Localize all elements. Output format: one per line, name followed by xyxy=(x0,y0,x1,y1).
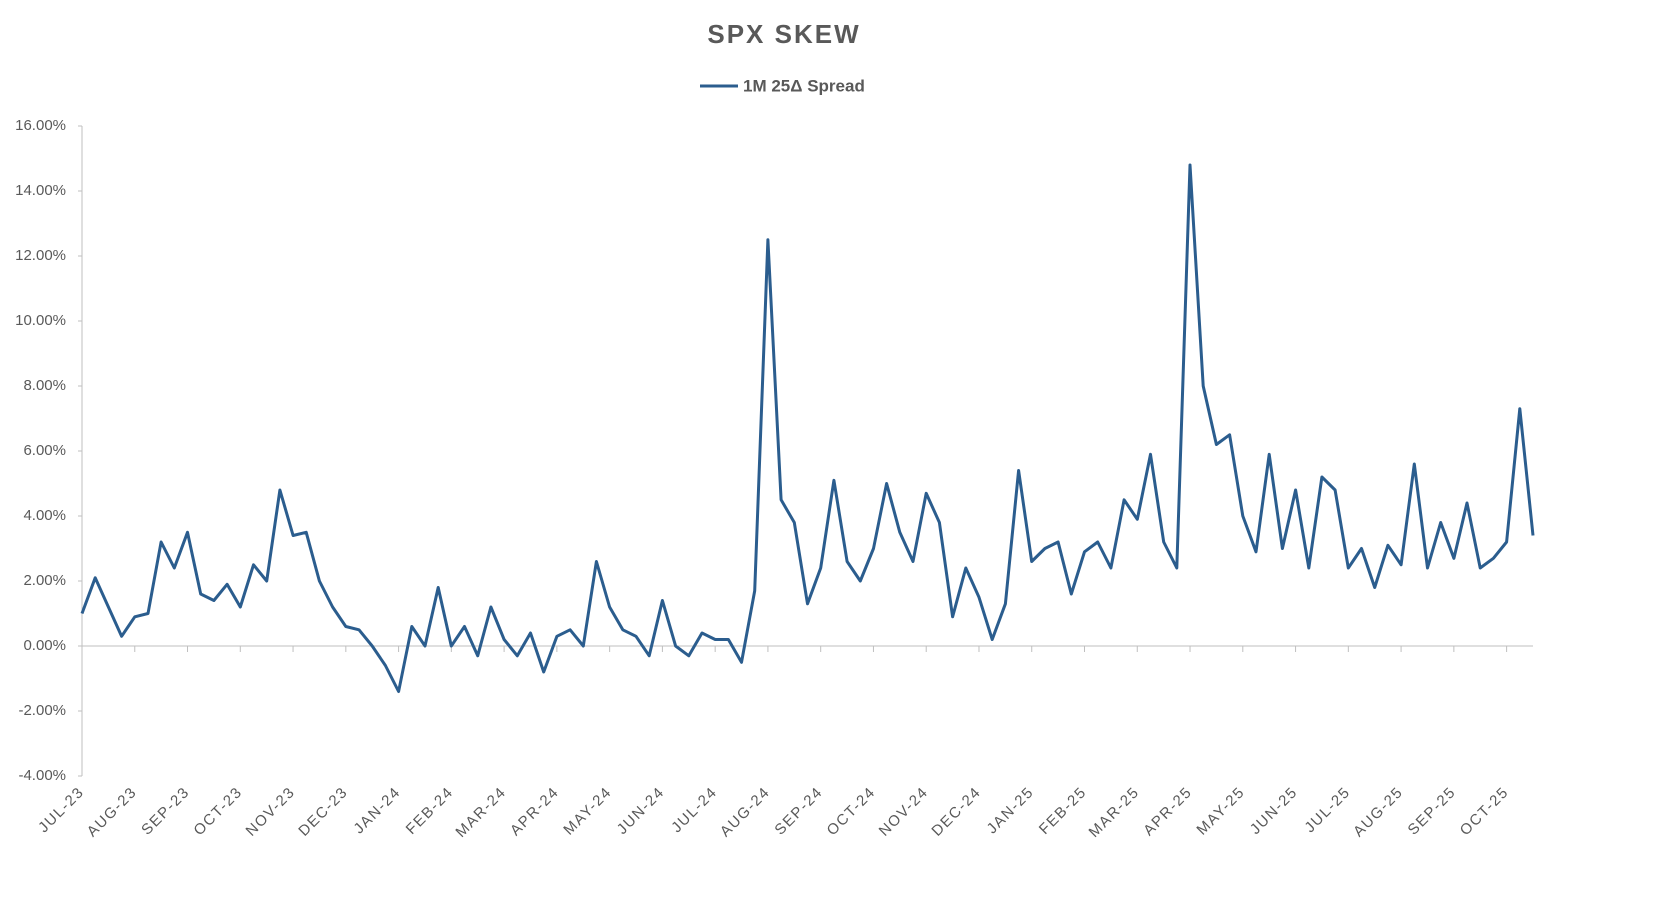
y-tick-label: 14.00% xyxy=(15,182,66,199)
y-tick-label: -4.00% xyxy=(18,767,66,784)
x-tick-label: SEP-24 xyxy=(771,784,826,839)
x-tick-label: AUG-24 xyxy=(717,784,774,841)
x-tick-label: SEP-25 xyxy=(1405,784,1460,839)
legend-label: 1M 25Δ Spread xyxy=(743,76,865,95)
x-tick-label: MAY-25 xyxy=(1193,784,1248,839)
y-tick-label: 2.00% xyxy=(23,572,66,589)
y-tick-label: 8.00% xyxy=(23,377,66,394)
x-tick-label: NOV-24 xyxy=(876,784,932,840)
x-tick-label: OCT-23 xyxy=(190,784,246,840)
x-tick-label: JUL-25 xyxy=(1301,784,1354,837)
y-tick-label: 16.00% xyxy=(15,117,66,134)
x-tick-label: FEB-24 xyxy=(403,784,457,838)
y-tick-label: 4.00% xyxy=(23,507,66,524)
x-tick-label: FEB-25 xyxy=(1036,784,1090,838)
y-tick-label: -2.00% xyxy=(18,702,66,719)
x-tick-label: NOV-23 xyxy=(243,784,299,840)
x-tick-label: SEP-23 xyxy=(138,784,193,839)
x-tick-label: APR-25 xyxy=(1140,784,1196,840)
x-tick-label: MAR-25 xyxy=(1086,784,1143,841)
x-tick-label: AUG-25 xyxy=(1350,784,1407,841)
x-tick-label: DEC-24 xyxy=(929,784,985,840)
series-line xyxy=(80,163,1535,693)
x-tick-label: DEC-23 xyxy=(295,784,351,840)
x-tick-label: JUL-23 xyxy=(35,784,88,837)
x-tick-label: OCT-25 xyxy=(1457,784,1513,840)
x-tick-label: OCT-24 xyxy=(824,784,880,840)
x-tick-label: APR-24 xyxy=(507,784,563,840)
x-tick-label: JUL-24 xyxy=(668,784,721,837)
x-tick-label: JUN-25 xyxy=(1247,784,1301,838)
x-tick-label: AUG-23 xyxy=(84,784,141,841)
x-tick-label: MAY-24 xyxy=(560,784,615,839)
y-tick-label: 6.00% xyxy=(23,442,66,459)
x-tick-label: MAR-24 xyxy=(452,784,509,841)
y-tick-label: 10.00% xyxy=(15,312,66,329)
chart-title: SPX SKEW xyxy=(707,19,860,49)
y-tick-label: 0.00% xyxy=(23,637,66,654)
x-tick-label: JUN-24 xyxy=(614,784,668,838)
x-tick-label: JAN-25 xyxy=(984,784,1038,838)
y-tick-label: 12.00% xyxy=(15,247,66,264)
x-tick-label: JAN-24 xyxy=(350,784,404,838)
